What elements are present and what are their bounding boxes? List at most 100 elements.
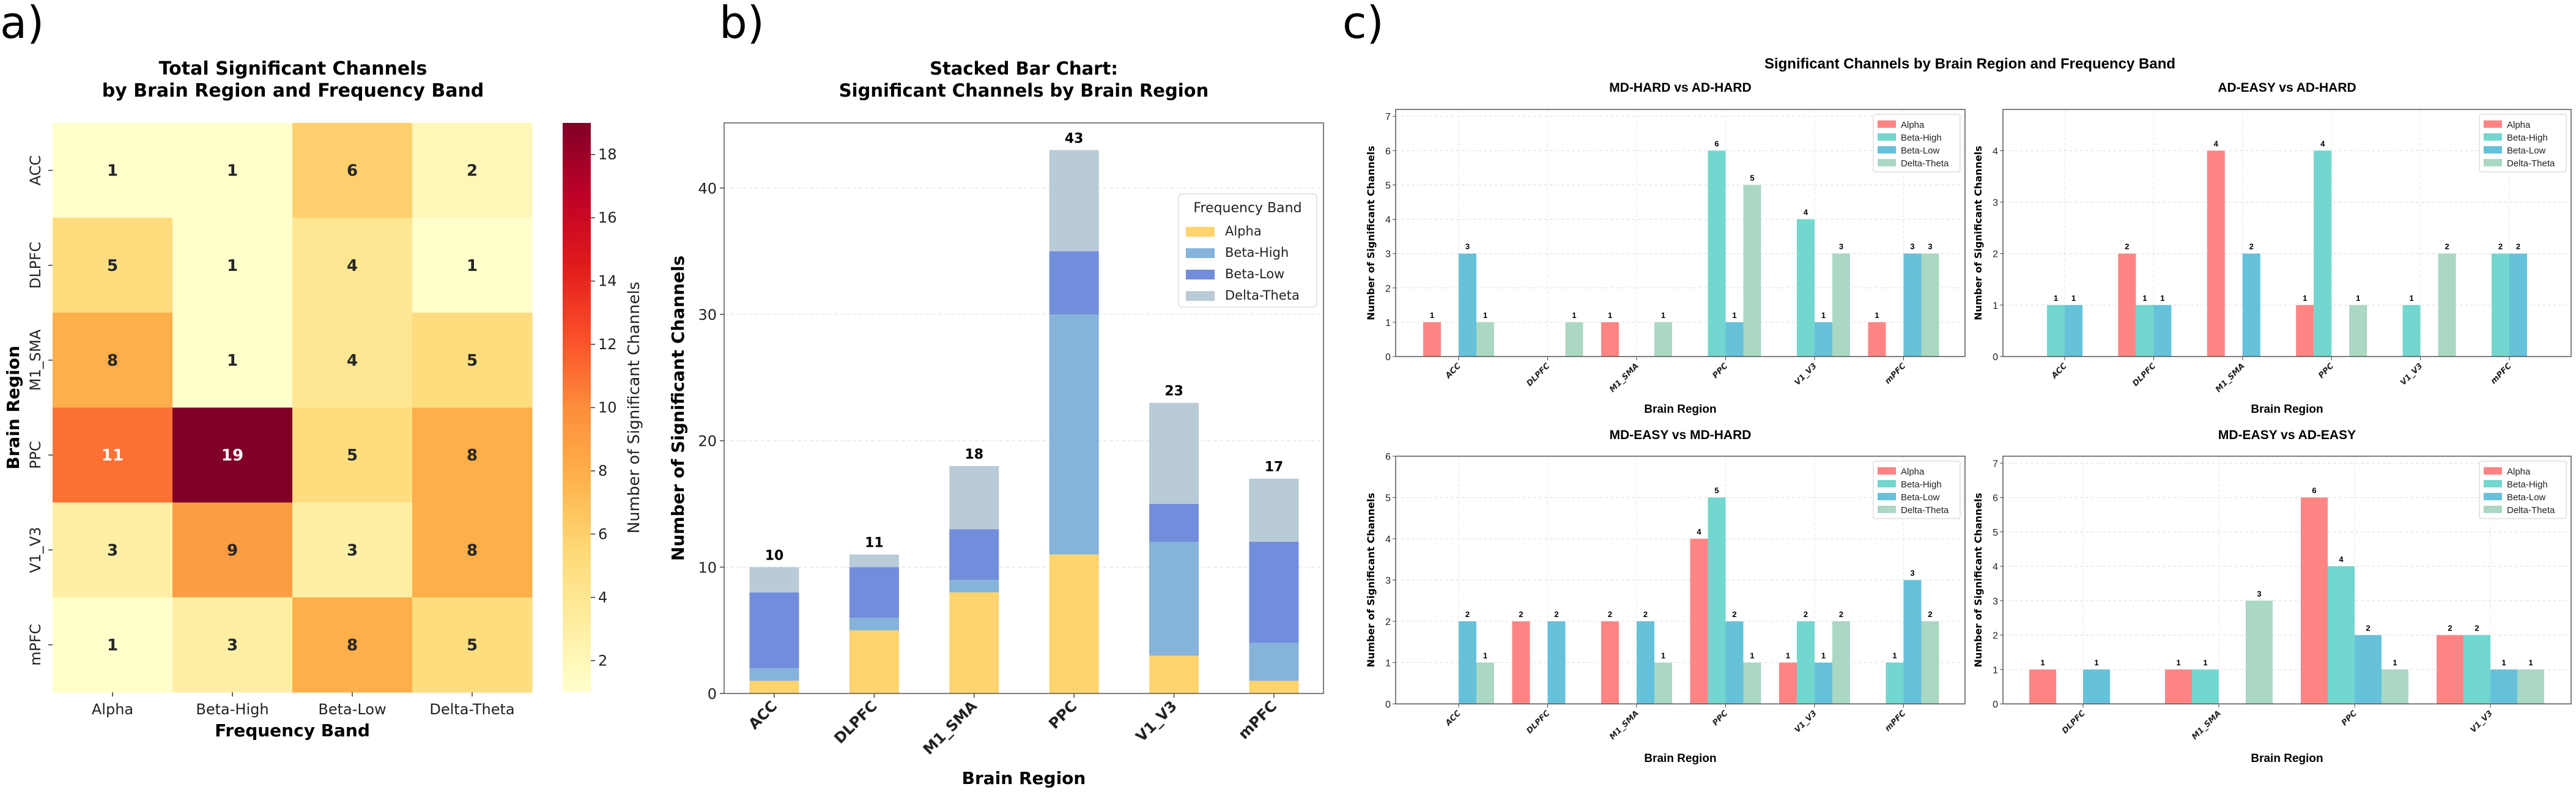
bar-delta-theta — [2246, 601, 2273, 704]
heatmap-cell: 5 — [412, 312, 533, 408]
bar-alpha — [1512, 621, 1530, 704]
x-tick-label: V1_V3 — [2399, 361, 2424, 387]
bar-value-label: 2 — [1608, 610, 1612, 619]
bar-beta-low — [1637, 621, 1654, 704]
x-axis-label: Brain Region — [1644, 403, 1716, 416]
bar-value-label: 4 — [1804, 208, 1808, 217]
heatmap-cell-value: 8 — [107, 352, 118, 370]
y-axis-label: Number of Significant Channels — [1972, 493, 1984, 667]
heatmap-cell-fill — [53, 312, 173, 408]
bar-value-label: 3 — [1928, 242, 1932, 251]
y-tick-label: 1 — [1993, 301, 1998, 311]
bar-value-label: 3 — [1839, 242, 1843, 251]
bar-value-label: 1 — [1732, 311, 1736, 320]
heatmap-cell-fill — [412, 407, 533, 503]
legend-swatch — [2484, 133, 2502, 141]
bar-value-label: 1 — [1892, 651, 1897, 660]
bar-value-label: 1 — [2142, 294, 2147, 303]
bar-value-label: 2 — [1519, 610, 1523, 619]
heatmap-cell-fill — [172, 407, 293, 503]
heatmap-cell-fill — [292, 218, 413, 313]
heatmap-cell-value: 9 — [227, 541, 238, 560]
y-tick-label: 10 — [698, 559, 717, 576]
bar-value-label: 1 — [2528, 658, 2533, 667]
axes-frame — [2002, 109, 2572, 357]
x-tick-label: mPFC — [1235, 697, 1280, 742]
heatmap-cell: 3 — [292, 502, 413, 598]
bar-beta-low — [1903, 253, 1922, 357]
legend-label: Beta-Low — [2507, 146, 2546, 156]
bar-total-label: 43 — [1065, 131, 1084, 146]
legend-swatch — [1878, 506, 1896, 513]
y-tick-label: 1 — [1385, 659, 1391, 669]
legend-swatch — [1878, 133, 1896, 141]
y-tick-label: 4 — [1385, 534, 1391, 545]
y-tick-label: 3 — [1385, 576, 1391, 586]
bar-segment-beta-low — [1249, 542, 1299, 643]
bar-beta-low — [1815, 322, 1832, 357]
legend-swatch — [1878, 480, 1896, 487]
legend: Alpha Beta-High Beta-Low Delta-Theta — [1873, 114, 1961, 172]
legend-label: Beta-High — [1225, 245, 1289, 260]
x-axis-label: Brain Region — [962, 768, 1086, 788]
bar-alpha — [2301, 497, 2328, 704]
heatmap-cell: 5 — [412, 597, 533, 693]
x-tick-label: Beta-High — [196, 701, 268, 718]
y-axis-label: Brain Region — [3, 346, 23, 470]
bar-value-label: 1 — [1750, 651, 1754, 660]
x-tick-label: DLPFC — [2131, 361, 2158, 388]
y-tick-label: 6 — [1385, 146, 1391, 157]
legend-label: Beta-High — [2507, 479, 2548, 490]
bar-alpha — [2118, 253, 2136, 357]
bar-beta-low — [2355, 635, 2382, 704]
heatmap-cell: 4 — [292, 312, 413, 408]
bar-alpha — [2437, 635, 2463, 704]
bar-value-label: 1 — [2094, 658, 2098, 667]
heatmap-cell-fill — [412, 597, 533, 693]
legend-swatch — [2484, 506, 2502, 513]
x-tick-label: M1_SMA — [1608, 361, 1641, 394]
colorbar-tick-label: 8 — [598, 462, 607, 479]
bar-segment-alpha — [749, 681, 799, 693]
x-axis-label: Brain Region — [2251, 752, 2323, 765]
panel-label-b: b) — [719, 0, 764, 48]
legend-label: Beta-High — [1901, 479, 1942, 490]
legend-swatch — [1878, 159, 1896, 166]
legend-swatch — [2484, 146, 2502, 153]
heatmap-cell-fill — [172, 312, 293, 408]
legend-swatch — [1186, 227, 1215, 237]
y-tick-label: 2 — [1993, 631, 1998, 642]
legend: Alpha Beta-High Beta-Low Delta-Theta — [2479, 460, 2567, 519]
bar-delta-theta — [1476, 662, 1494, 704]
heatmap-cell-fill — [172, 597, 293, 693]
bar-beta-high — [1708, 150, 1726, 357]
heatmap-cell: 1 — [172, 312, 293, 408]
heatmap-cell-value: 5 — [467, 352, 478, 370]
bar-beta-low — [1459, 253, 1476, 357]
heatmap-cell-fill — [53, 597, 173, 693]
heatmap-cell: 8 — [292, 597, 413, 693]
colorbar-tick-label: 4 — [598, 589, 607, 606]
legend: Alpha Beta-High Beta-Low Delta-Theta — [2479, 114, 2567, 172]
bar-total-label: 18 — [964, 447, 983, 462]
stacked-bar: 10 — [749, 548, 799, 693]
bar-value-label: 2 — [1643, 610, 1648, 619]
legend-box — [2479, 460, 2567, 519]
heatmap-cell-value: 3 — [347, 541, 358, 560]
heatmap-cell-value: 4 — [347, 257, 358, 275]
bar-value-label: 1 — [2160, 294, 2164, 303]
heatmap-cell-fill — [53, 218, 173, 313]
bar-value-label: 2 — [1928, 610, 1932, 619]
heatmap-cell: 3 — [53, 502, 173, 598]
bar-segment-alpha — [1249, 681, 1299, 693]
heatmap-title: Total Significant Channels — [159, 58, 427, 80]
heatmap-cell: 2 — [412, 123, 533, 218]
bar-value-label: 1 — [1483, 311, 1487, 320]
bar-segment-delta-theta — [849, 554, 899, 568]
y-tick-label: 3 — [1993, 596, 1998, 607]
bar-segment-beta-low — [749, 592, 799, 668]
bar-delta-theta — [1743, 662, 1761, 704]
legend-swatch — [2484, 120, 2502, 128]
stacked-chart-title: Stacked Bar Chart: — [930, 58, 1118, 79]
bar-segment-beta-low — [949, 529, 999, 580]
